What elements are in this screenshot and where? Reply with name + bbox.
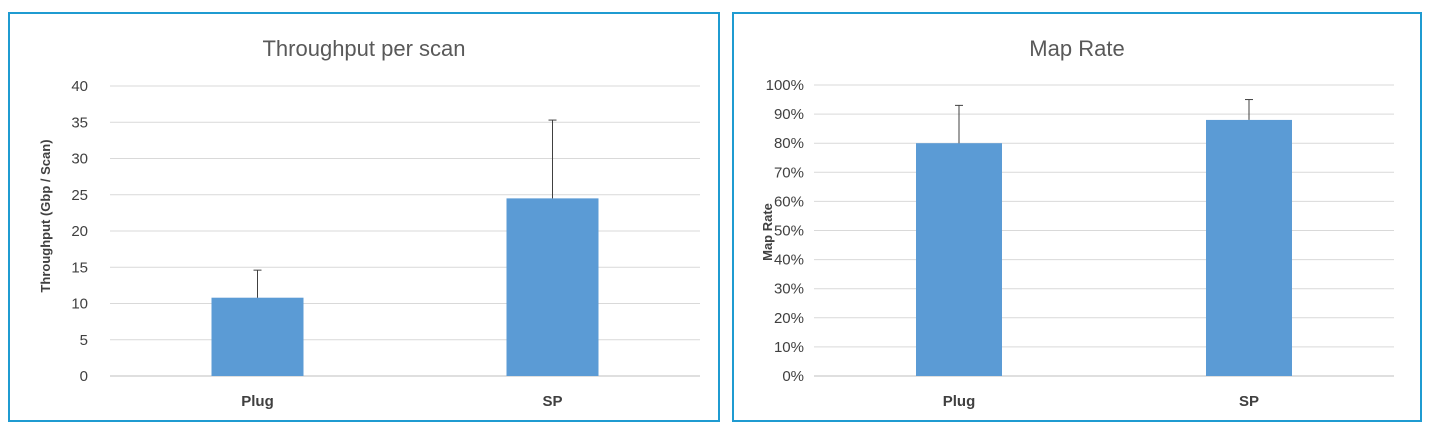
gridlines — [110, 85, 700, 377]
y-tick-label: 90% — [774, 106, 804, 123]
throughput-chart: Throughput per scan Throughput (Gbp / Sc… — [38, 36, 700, 410]
bar-sp — [506, 198, 599, 376]
bar-plug — [916, 143, 1002, 376]
y-tick-label: 20 — [71, 223, 88, 240]
x-category-label: SP — [1239, 393, 1259, 410]
bar-plug — [211, 297, 304, 376]
y-tick-label: 60% — [774, 193, 804, 210]
y-axis-title: Map Rate — [760, 203, 775, 261]
y-axis-title: Throughput (Gbp / Scan) — [38, 139, 53, 292]
gridlines — [814, 84, 1394, 377]
y-tick-label: 40 — [71, 78, 88, 95]
y-tick-label: 40% — [774, 252, 804, 269]
map-rate-chart: Map Rate Map Rate 0% 10% 20% 30% 40% 50% 60% 70… — [760, 36, 1394, 410]
x-category-label: Plug — [943, 393, 976, 410]
chart-title: Map Rate — [1029, 36, 1124, 61]
y-tick-label: 10 — [71, 296, 88, 313]
throughput-chart-panel: Throughput per scan Throughput (Gbp / Sc… — [8, 12, 720, 422]
y-tick-label: 15 — [71, 259, 88, 276]
y-tick-label: 50% — [774, 223, 804, 240]
y-tick-label: 80% — [774, 135, 804, 152]
y-tick-label: 5 — [80, 332, 88, 349]
y-tick-label: 30 — [71, 151, 88, 168]
chart-title: Throughput per scan — [262, 36, 465, 61]
y-tick-label: 30% — [774, 281, 804, 298]
bar-sp — [1206, 119, 1292, 377]
y-tick-label: 35 — [71, 114, 88, 131]
y-tick-label: 70% — [774, 164, 804, 181]
y-tick-label: 100% — [766, 77, 804, 94]
x-category-label: SP — [542, 393, 562, 410]
y-tick-label: 0 — [80, 368, 88, 385]
y-tick-label: 25 — [71, 187, 88, 204]
map-rate-chart-panel: Map Rate Map Rate 0% 10% 20% 30% 40% 50% 60% 70… — [732, 12, 1422, 422]
x-category-label: Plug — [241, 393, 274, 410]
y-tick-label: 10% — [774, 339, 804, 356]
y-tick-label: 0% — [782, 368, 804, 385]
y-tick-label: 20% — [774, 310, 804, 327]
